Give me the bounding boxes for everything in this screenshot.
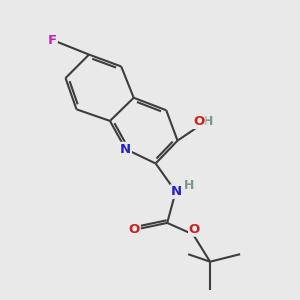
Text: H: H — [184, 179, 194, 193]
Text: O: O — [194, 115, 205, 128]
Text: H: H — [203, 115, 214, 128]
Text: O: O — [189, 223, 200, 236]
Text: F: F — [47, 34, 57, 47]
Text: O: O — [129, 223, 140, 236]
Text: N: N — [120, 142, 131, 156]
Text: N: N — [171, 185, 182, 198]
